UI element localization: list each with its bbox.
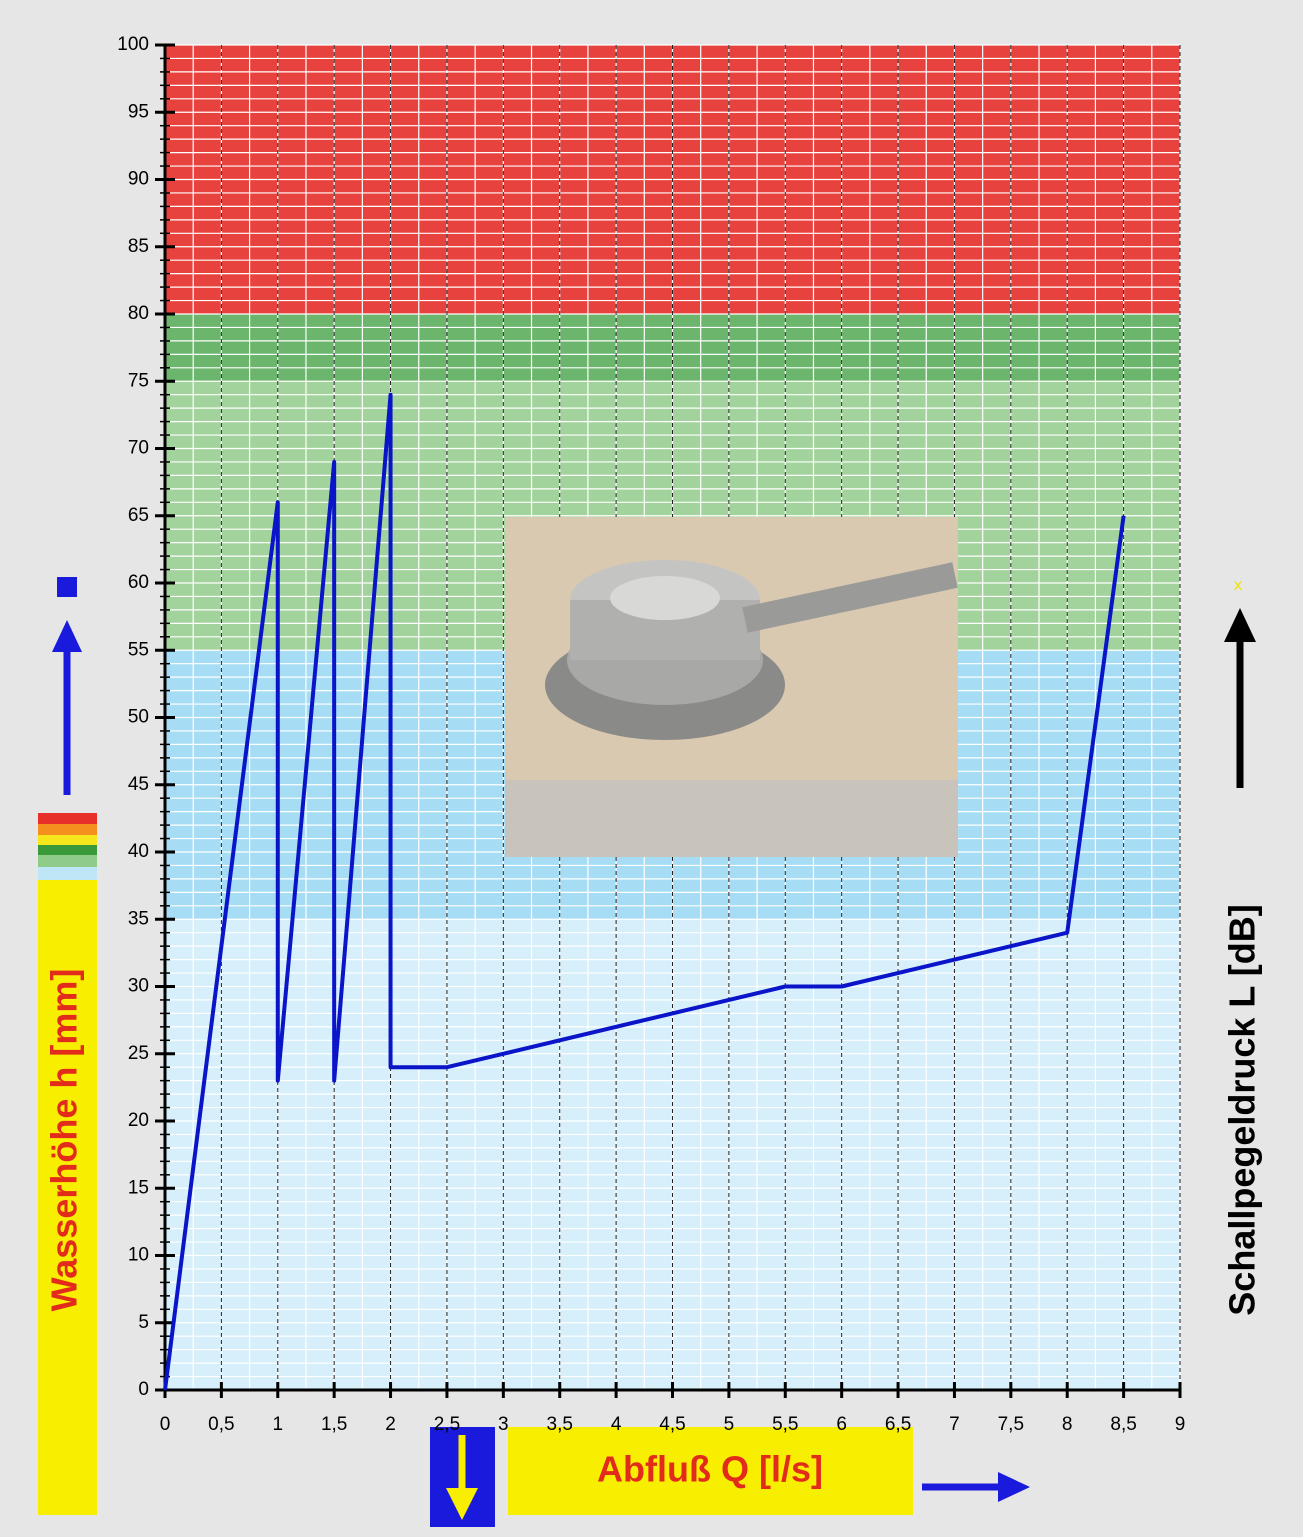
x-tick-label: 4,5	[659, 1414, 685, 1435]
x-tick-label: 6	[836, 1414, 847, 1435]
y-tick-label: 100	[117, 34, 149, 55]
x-axis-label: Abfluß Q [l/s]	[597, 1449, 823, 1490]
y-tick-label: 25	[128, 1043, 149, 1064]
y-tick-label: 95	[128, 101, 149, 122]
y-tick-label: 90	[128, 169, 149, 190]
x-tick-label: 8,5	[1110, 1414, 1136, 1435]
x-tick-label: 4	[611, 1414, 622, 1435]
legend-swatch	[38, 813, 97, 824]
y-tick-label: 20	[128, 1110, 149, 1131]
x-tick-label: 2,5	[434, 1414, 460, 1435]
x-tick-label: 0,5	[208, 1414, 234, 1435]
y-tick-label: 40	[128, 841, 149, 862]
y-tick-label: 65	[128, 505, 149, 526]
chart: Wasserhöhe h [mm] x Schallpegeldruck L […	[0, 0, 1303, 1537]
y-tick-label: 5	[138, 1312, 149, 1333]
x-tick-label: 9	[1175, 1414, 1186, 1435]
x-tick-label: 3	[498, 1414, 509, 1435]
x-tick-label: 5	[724, 1414, 735, 1435]
y-tick-label: 30	[128, 976, 149, 997]
y-tick-label: 15	[128, 1177, 149, 1198]
y-tick-label: 70	[128, 438, 149, 459]
legend-swatch	[38, 835, 97, 845]
page: {"chart_data": {"type": "line", "y_label…	[0, 0, 1303, 1537]
y-tick-label: 35	[128, 908, 149, 929]
y-tick-label: 0	[138, 1379, 149, 1400]
y-tick-label: 50	[128, 707, 149, 728]
x-tick-label: 7,5	[998, 1414, 1024, 1435]
x-tick-label: 1,5	[321, 1414, 347, 1435]
x-tick-label: 2	[385, 1414, 396, 1435]
y-tick-label: 45	[128, 774, 149, 795]
arrow-head	[52, 620, 82, 652]
photo	[505, 517, 958, 857]
legend-swatch	[38, 855, 97, 867]
x-tick-label: 1	[272, 1414, 283, 1435]
x-tick-label: 5,5	[772, 1414, 798, 1435]
x-tick-label: 3,5	[547, 1414, 573, 1435]
y2-axis-label: Schallpegeldruck L [dB]	[1222, 904, 1263, 1315]
x-tick-label: 0	[160, 1414, 171, 1435]
legend-swatch	[38, 867, 97, 880]
marker-text: x	[1234, 577, 1242, 594]
x-tick-label: 7	[949, 1414, 960, 1435]
icon	[57, 577, 77, 597]
arrow-head	[998, 1472, 1030, 1502]
y-tick-label: 60	[128, 572, 149, 593]
x-tick-label: 6,5	[885, 1414, 911, 1435]
x-tick-label: 8	[1062, 1414, 1073, 1435]
y-tick-label: 85	[128, 236, 149, 257]
legend-swatch	[38, 824, 97, 835]
y-axis-label: Wasserhöhe h [mm]	[44, 969, 85, 1312]
y-tick-label: 80	[128, 303, 149, 324]
y-tick-label: 10	[128, 1245, 149, 1266]
y-tick-label: 55	[128, 639, 149, 660]
legend-swatch	[38, 845, 97, 855]
arrow-head	[1224, 608, 1256, 642]
y-tick-label: 75	[128, 370, 149, 391]
